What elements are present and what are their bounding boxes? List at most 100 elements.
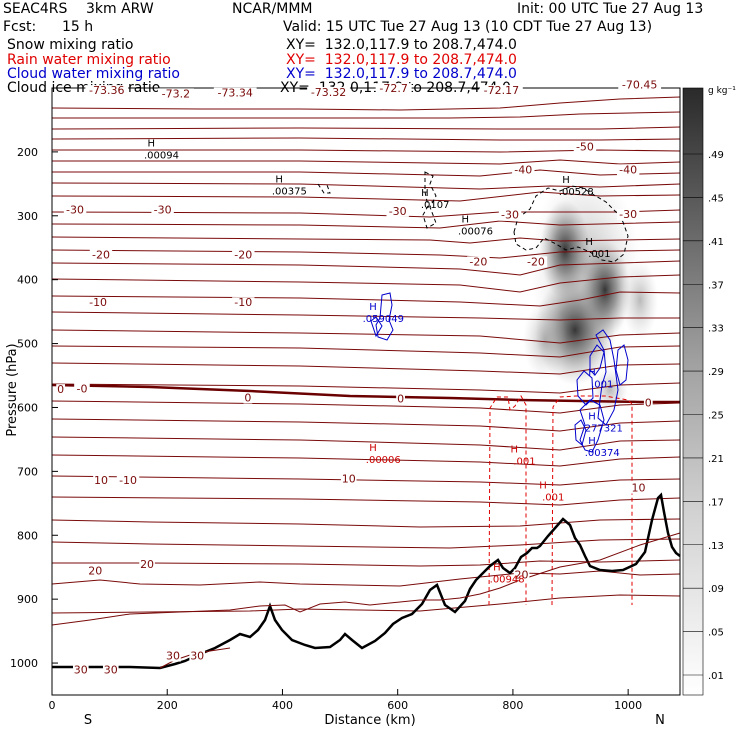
temperature-label-bg <box>116 474 140 486</box>
x-axis-title: Distance (km) <box>324 713 415 728</box>
temperature-label: -73.34 <box>217 87 252 100</box>
temperature-label-bg <box>85 85 129 97</box>
surface-contours <box>51 532 681 669</box>
colorbar-scale <box>682 87 704 696</box>
isotherm-line <box>52 291 680 307</box>
temperature-label: -50 <box>576 140 594 153</box>
temperature-label-bg <box>513 569 530 581</box>
temperature-label: -73.2 <box>162 87 190 100</box>
x-end-label-left: S <box>84 713 92 728</box>
maximum-marker: H <box>275 174 283 185</box>
isotherm-line <box>52 137 680 141</box>
temperature-label: 10 <box>632 482 646 495</box>
colorbar-label: .13 <box>708 541 724 552</box>
temperature-label-bg <box>467 256 490 268</box>
isotherm-line <box>52 220 680 229</box>
temperature-label-bg <box>643 397 653 409</box>
temperature-label-bg <box>386 205 409 217</box>
isotherm-line <box>52 329 680 344</box>
colorbar-label: .05 <box>708 628 724 639</box>
maximum-value: .001 <box>542 492 564 503</box>
temperature-label-bg <box>151 204 174 216</box>
temperature-label-bg <box>56 384 66 396</box>
temperature-label: -72.7 <box>379 82 407 95</box>
temperature-label: -70.45 <box>622 78 657 91</box>
temperature-label: 0 <box>645 397 652 410</box>
temperature-label-bg <box>307 87 350 99</box>
temperature-label-bg <box>573 141 597 153</box>
temperature-label-bg <box>87 565 104 577</box>
colorbar-label: .33 <box>708 324 724 335</box>
maximum-value: .00375 <box>272 186 307 197</box>
isotherm-line <box>52 149 680 153</box>
isotherm-line <box>52 111 680 119</box>
y-tick-label: 400 <box>17 274 38 287</box>
isotherm-line <box>52 345 680 358</box>
org-label: NCAR/MMM <box>232 1 313 17</box>
temperature-label-bg <box>89 249 113 261</box>
isotherm-line <box>52 274 680 293</box>
temperature-label-bg <box>498 209 522 221</box>
temperature-label-bg <box>396 393 405 405</box>
temperature-label-bg <box>139 559 155 571</box>
isotherm-line <box>52 382 680 394</box>
x-tick-label: 1000 <box>614 699 642 712</box>
isotherm-line <box>52 159 680 165</box>
terrain-line <box>52 492 681 670</box>
temperature-label: -20 <box>234 248 252 261</box>
temperature-label: 10 <box>342 473 356 486</box>
isotherm-line <box>52 518 680 528</box>
x-tick-label: 800 <box>502 699 523 712</box>
temperature-label: -10 <box>234 296 252 309</box>
temperature-label: -20 <box>469 255 487 268</box>
maximum-value: .00528 <box>559 187 594 198</box>
freezing-level-line <box>51 383 680 404</box>
temperature-label: 0 <box>57 383 64 396</box>
temperature-label: -72.17 <box>484 84 519 97</box>
temperature-label: -10 <box>119 474 137 487</box>
isotherm-line <box>52 570 680 587</box>
maximum-marker: H <box>147 139 155 150</box>
temperature-label-bg <box>93 474 109 486</box>
temperature-label: -30 <box>389 205 407 218</box>
isotherm-line <box>52 96 680 111</box>
temperature-label: 0 <box>397 393 404 406</box>
cloud-water-contours <box>370 292 629 453</box>
temperature-label: -73.32 <box>311 86 346 99</box>
maximum-marker: H <box>461 215 469 226</box>
isotherm-line <box>52 126 680 130</box>
temperature-label: 30 <box>74 664 88 677</box>
maximum-marker: H <box>588 436 596 447</box>
x-tick-label: 400 <box>272 699 293 712</box>
maximum-marker: H <box>510 445 518 456</box>
temperature-label: 20 <box>140 558 154 571</box>
y-tick-label: 800 <box>17 529 38 542</box>
isotherm-line <box>52 454 680 467</box>
temperature-label: 30 <box>104 664 118 677</box>
temperature-label-bg <box>86 297 110 309</box>
maximum-value: .001 <box>513 457 535 468</box>
y-tick-label: 500 <box>17 338 38 351</box>
temperature-label-bg <box>375 83 412 95</box>
maximum-marker: H <box>539 480 547 491</box>
temperature-label: -30 <box>154 204 172 217</box>
maximum-marker: H <box>421 188 429 199</box>
x-tick-label: 200 <box>157 699 178 712</box>
temperature-label: -30 <box>501 209 519 222</box>
temperature-label-bg <box>102 664 119 676</box>
isotherm-line <box>52 260 680 276</box>
temperature-label-bg <box>213 87 257 99</box>
y-tick-label: 300 <box>17 210 38 223</box>
temperature-label-bg <box>243 392 253 404</box>
colorbar-label: .45 <box>708 193 724 204</box>
snow-contours <box>317 171 629 263</box>
maximum-marker: H <box>493 562 501 573</box>
maximum-value: .00374 <box>585 448 620 459</box>
isotherm-line <box>52 475 680 486</box>
temperature-label: 20 <box>515 568 529 581</box>
isotherm-line <box>52 311 680 321</box>
temperature-label: -20 <box>92 248 110 261</box>
colorbar: .01.05.09.13.17.21.25.29.33.37.41.45.49 … <box>682 86 736 696</box>
isotherm-line <box>52 538 680 549</box>
axes: 0 200 400 600 800 100020030040050060070080090… <box>10 146 642 712</box>
